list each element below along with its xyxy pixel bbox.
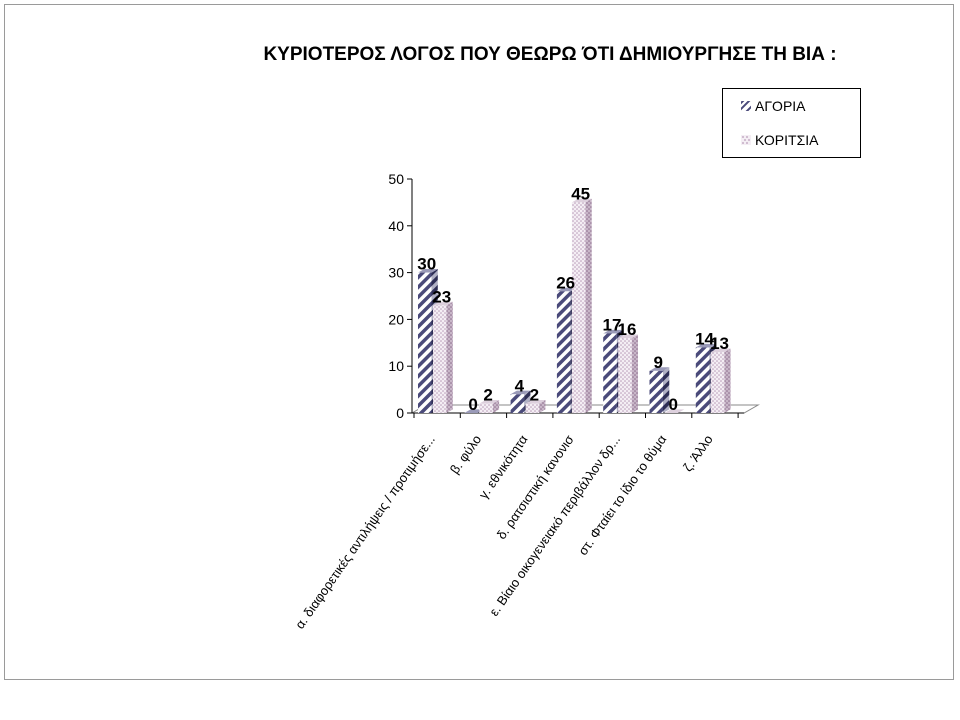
bar-girls-5 bbox=[664, 409, 685, 413]
y-tick-label: 20 bbox=[388, 311, 404, 327]
data-label-girls-4: 16 bbox=[617, 320, 636, 339]
data-label-girls-6: 13 bbox=[710, 334, 729, 353]
chart-frame bbox=[4, 4, 954, 680]
y-tick-label: 30 bbox=[388, 265, 404, 281]
bar-girls-3 bbox=[571, 198, 592, 413]
data-label-boys-2: 4 bbox=[515, 376, 525, 395]
legend-label-girls: ΚΟΡΙΤΣΙΑ bbox=[755, 132, 819, 148]
data-label-girls-5: 0 bbox=[669, 395, 678, 414]
bar-girls-2 bbox=[525, 400, 546, 413]
category-label-6: ζ. Άλλο bbox=[680, 432, 716, 474]
chart-title: ΚΥΡΙΟΤΕΡΟΣ ΛΟΓΟΣ ΠΟΥ ΘΕΩΡΩ ΌΤΙ ΔΗΜΙΟΥΡΓΗ… bbox=[263, 44, 837, 65]
data-label-girls-3: 45 bbox=[571, 184, 590, 203]
bar-girls-6 bbox=[710, 348, 731, 413]
chart-legend: ΑΓΟΡΙΑ ΚΟΡΙΤΣΙΑ bbox=[722, 88, 861, 158]
category-label-0: α. διαφορετικές αντιλήψεις / προτιμήσε..… bbox=[292, 432, 438, 632]
chart-category-labels: α. διαφορετικές αντιλήψεις / προτιμήσε..… bbox=[292, 432, 716, 632]
y-tick-label: 50 bbox=[388, 171, 404, 187]
data-label-boys-3: 26 bbox=[556, 273, 575, 292]
y-tick-label: 0 bbox=[396, 405, 404, 421]
data-label-boys-1: 0 bbox=[468, 395, 477, 414]
bar-girls-0 bbox=[433, 301, 453, 413]
bar-girls-4 bbox=[618, 334, 638, 413]
data-label-boys-5: 9 bbox=[654, 353, 663, 372]
y-tick-label: 40 bbox=[388, 218, 404, 234]
data-label-girls-0: 23 bbox=[432, 287, 451, 306]
legend-swatch-boys bbox=[741, 101, 751, 111]
data-label-girls-1: 2 bbox=[483, 386, 492, 405]
data-label-boys-4: 17 bbox=[602, 315, 621, 334]
bar-girls-1 bbox=[479, 400, 500, 413]
data-label-boys-0: 30 bbox=[417, 255, 436, 274]
chart-bars bbox=[418, 198, 731, 413]
y-tick-label: 10 bbox=[388, 358, 404, 374]
bar-boys-1 bbox=[464, 409, 485, 413]
data-label-girls-2: 2 bbox=[530, 386, 539, 405]
category-label-5: στ. Φταίει το ίδιο το θύμα bbox=[575, 432, 670, 558]
data-label-boys-6: 14 bbox=[695, 329, 714, 348]
legend-label-boys: ΑΓΟΡΙΑ bbox=[755, 98, 806, 114]
bar-boys-5 bbox=[649, 367, 670, 413]
legend-swatch-girls bbox=[741, 135, 751, 145]
category-label-1: β. φύλο bbox=[447, 432, 484, 476]
